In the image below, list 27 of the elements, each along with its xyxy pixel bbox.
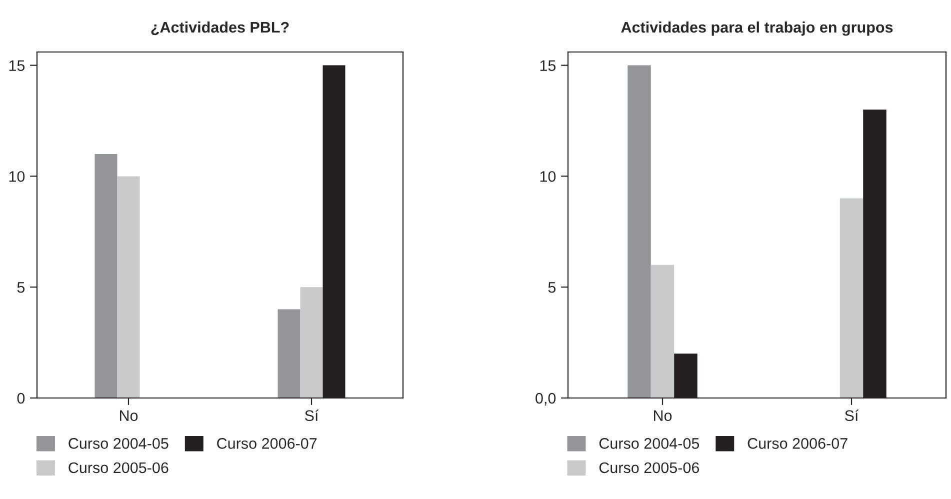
x-tick-label: Sí: [844, 410, 859, 422]
y-tick-label: 0: [17, 392, 25, 404]
bar: [628, 65, 651, 398]
legend-label: Curso 2004-05: [599, 438, 700, 449]
legend-label: Curso 2006-07: [748, 438, 848, 449]
legend-label: Curso 2005-06: [599, 462, 700, 474]
y-tick-label: 10: [9, 171, 25, 182]
legend-label: Curso 2005-06: [68, 462, 168, 474]
legend-label: Curso 2006-07: [217, 438, 317, 449]
y-tick-label: 0,0: [536, 392, 556, 406]
bar: [117, 176, 140, 398]
x-tick-label: No: [120, 410, 138, 422]
legend-label: Curso 2004-05: [68, 438, 168, 449]
y-tick-label: 15: [9, 60, 25, 71]
y-tick-label: 10: [540, 171, 556, 182]
y-tick-label: 5: [548, 282, 556, 293]
bar: [278, 309, 300, 398]
y-tick-label: 15: [540, 60, 556, 71]
x-tick-label: Sí: [304, 410, 319, 422]
chart-title: Actividades para el trabajo en grupos: [621, 21, 893, 36]
chart-title: ¿Actividades PBL?: [151, 21, 289, 36]
bar: [650, 264, 674, 398]
bar: [300, 287, 323, 398]
bar: [94, 154, 118, 398]
y-tick-label: 5: [17, 282, 25, 293]
bar: [840, 198, 864, 398]
x-tick-label: No: [654, 410, 672, 422]
